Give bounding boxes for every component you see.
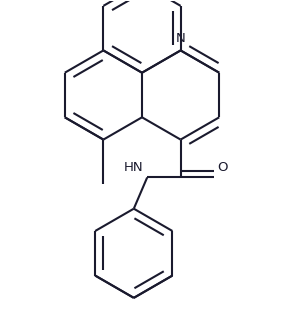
Text: O: O — [218, 161, 228, 174]
Text: N: N — [176, 32, 185, 45]
Text: HN: HN — [124, 161, 144, 174]
